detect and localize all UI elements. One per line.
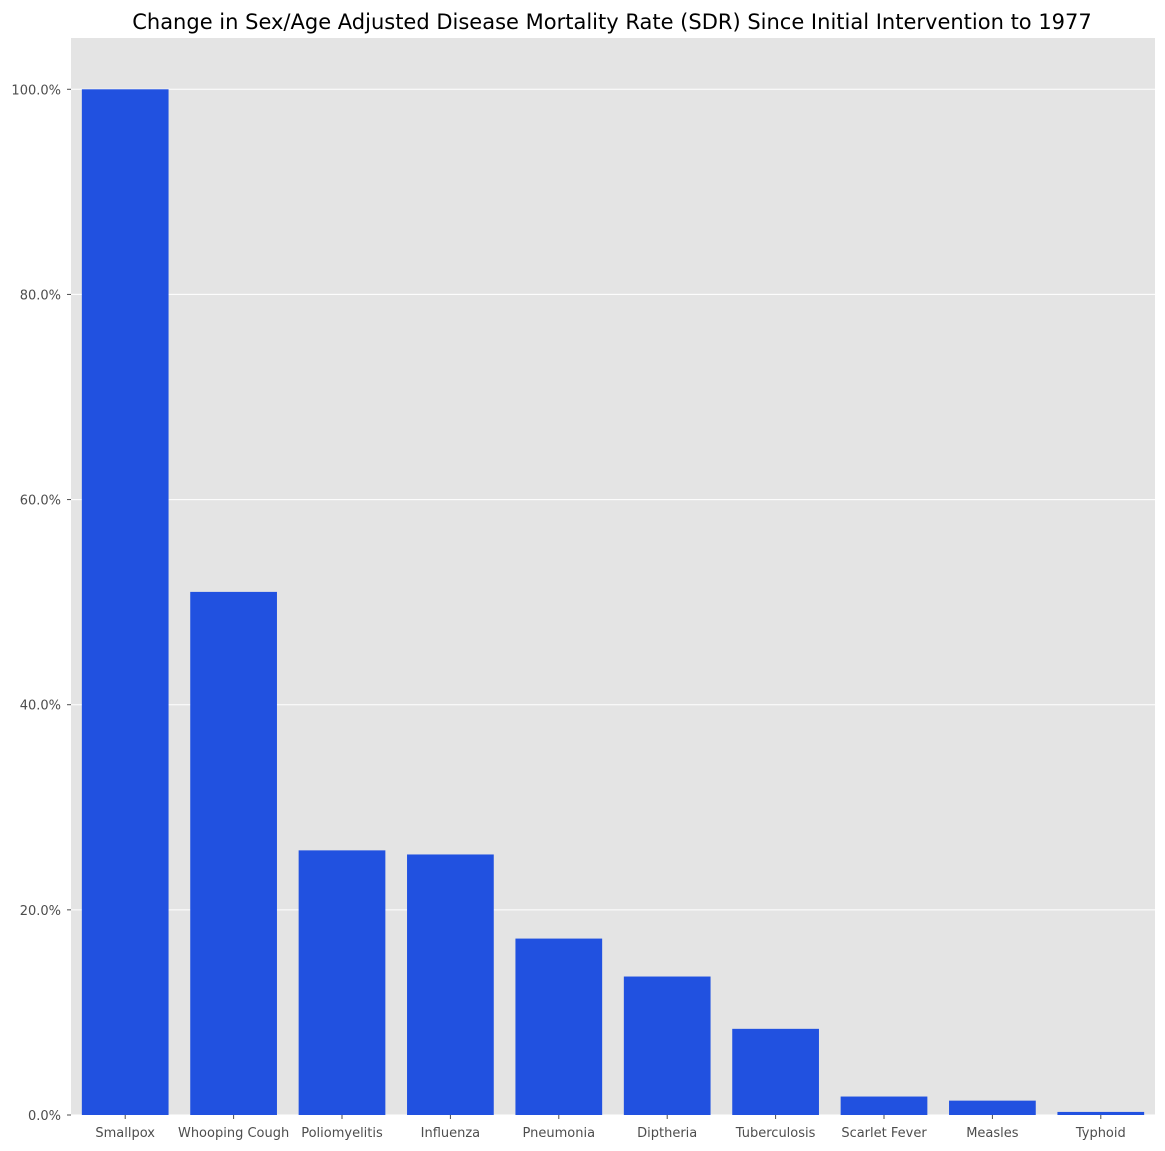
y-tick-label: 20.0% (20, 904, 61, 919)
bar-measles (949, 1100, 1036, 1115)
x-tick-label: Poliomyelitis (301, 1126, 383, 1141)
bar-typhoid (1057, 1111, 1145, 1115)
x-axis: Smallpox Whooping Cough Poliomyelitis Influ… (95, 1115, 1126, 1141)
y-tick-label: 40.0% (20, 699, 61, 714)
x-tick-label: Scarlet Fever (841, 1126, 927, 1141)
bar-poliomyelitis (298, 850, 386, 1115)
bar-smallpox (81, 89, 169, 1115)
bar-influenza (407, 854, 494, 1115)
bar-tuberculosis (732, 1028, 819, 1115)
y-tick-label: 100.0% (11, 83, 61, 98)
bars (81, 89, 1145, 1115)
x-tick-label: Pneumonia (523, 1126, 596, 1141)
x-tick-label: Smallpox (95, 1126, 155, 1141)
bar-whooping-cough (190, 591, 277, 1115)
bar-pneumonia (515, 938, 603, 1115)
bar-scarlet-fever (840, 1096, 928, 1115)
x-tick-label: Diptheria (637, 1126, 697, 1141)
y-axis: 0.0% 20.0% 40.0% 60.0% 80.0% 100.0% (11, 83, 71, 1124)
x-tick-label: Influenza (421, 1126, 481, 1141)
x-tick-label: Typhoid (1075, 1126, 1126, 1141)
x-tick-label: Whooping Cough (178, 1126, 289, 1141)
x-tick-label: Tuberculosis (735, 1126, 816, 1141)
y-tick-label: 60.0% (20, 494, 61, 509)
bar-diptheria (623, 976, 711, 1115)
y-tick-label: 80.0% (20, 288, 61, 303)
x-tick-label: Measles (966, 1126, 1019, 1141)
chart-title: Change in Sex/Age Adjusted Disease Morta… (132, 10, 1092, 34)
y-tick-label: 0.0% (28, 1109, 61, 1124)
